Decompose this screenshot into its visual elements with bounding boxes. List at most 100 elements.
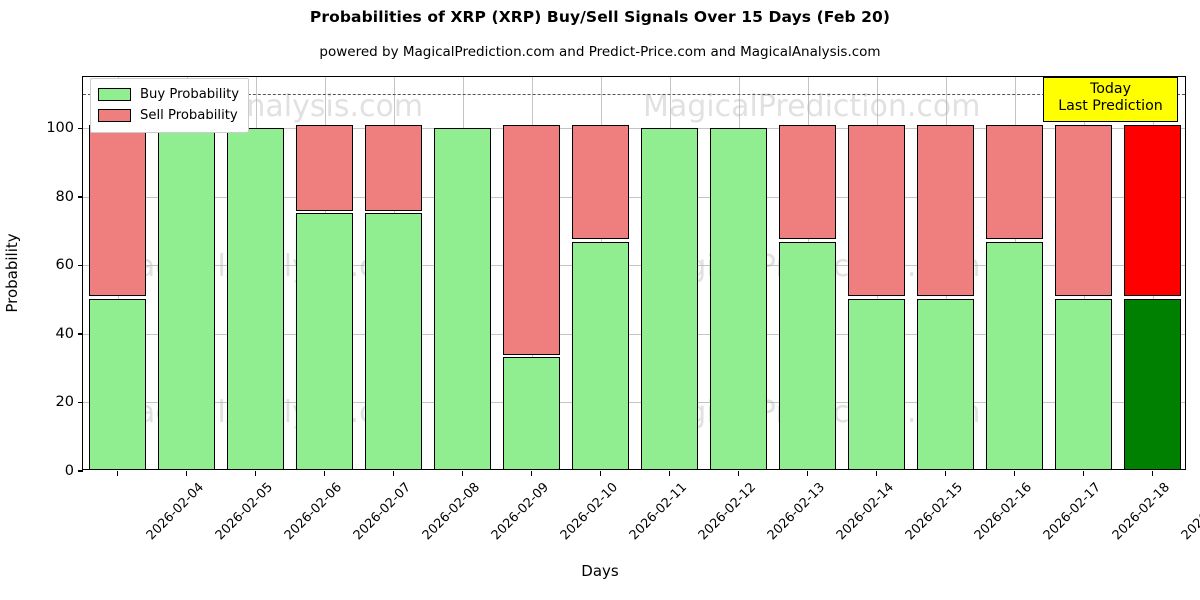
bar-segment-buy bbox=[364, 213, 423, 469]
y-axis-tick-mark bbox=[78, 470, 83, 472]
plot-area: MagicalAnalysis.com MagicalPrediction.com… bbox=[46, 76, 1200, 543]
bar[interactable] bbox=[916, 125, 975, 469]
gridline-horizontal bbox=[83, 402, 1185, 404]
chart-legend: Buy Probability Sell Probability bbox=[90, 78, 250, 133]
x-axis-tick-mark bbox=[1082, 471, 1085, 476]
bar-segment-buy bbox=[847, 299, 906, 469]
x-axis-tick-label: 2026-02-06 bbox=[281, 480, 345, 544]
x-axis-tick-mark bbox=[185, 471, 188, 476]
y-axis-tick-label: 80 bbox=[55, 188, 74, 205]
x-axis-tick-label: 2026-02-13 bbox=[764, 480, 828, 544]
x-axis-tick-label: 2026-02-12 bbox=[695, 480, 759, 544]
y-axis-tick-mark bbox=[78, 401, 83, 404]
x-axis-tick-label: 2026-02-16 bbox=[971, 480, 1035, 544]
bar[interactable] bbox=[502, 125, 561, 469]
legend-item-buy: Buy Probability bbox=[98, 84, 239, 105]
gridline-horizontal bbox=[83, 333, 1185, 335]
x-axis-tick-mark bbox=[461, 471, 464, 476]
gridline-horizontal bbox=[83, 196, 1185, 198]
bar-segment-buy bbox=[433, 127, 492, 469]
x-axis-tick-mark bbox=[116, 471, 119, 476]
y-axis-tick-mark bbox=[78, 196, 83, 198]
bar-segment-sell bbox=[88, 125, 147, 297]
x-axis-tick-label: 2026-02-08 bbox=[419, 480, 483, 544]
x-axis-tick-mark bbox=[944, 471, 947, 476]
chart-subtitle: powered by MagicalPrediction.com and Pre… bbox=[319, 44, 881, 60]
x-axis-tick-mark bbox=[254, 471, 257, 476]
x-axis-tick-label: 2026-02-10 bbox=[557, 480, 621, 544]
bar[interactable] bbox=[364, 125, 423, 469]
y-axis-tick-mark bbox=[78, 333, 83, 335]
x-axis-tick-label: 2026-02-05 bbox=[212, 480, 276, 544]
x-axis-tick-mark bbox=[599, 471, 602, 476]
bar-segment-buy bbox=[226, 127, 285, 469]
x-axis-tick-mark bbox=[1013, 471, 1016, 476]
bar-segment-buy bbox=[502, 357, 561, 469]
bar-segment-sell bbox=[364, 125, 423, 211]
chart-title: Probabilities of XRP (XRP) Buy/Sell Sign… bbox=[309, 8, 891, 26]
x-axis-tick-label: 2026-02-07 bbox=[350, 480, 414, 544]
bar-segment-sell bbox=[295, 125, 354, 211]
gridline-horizontal bbox=[83, 128, 1185, 130]
bar[interactable] bbox=[88, 125, 147, 469]
x-axis-tick-label: 2026-02-11 bbox=[626, 480, 690, 544]
bar-segment-sell bbox=[502, 125, 561, 355]
x-axis-tick-label: 2026-02-15 bbox=[902, 480, 966, 544]
bar[interactable] bbox=[571, 125, 630, 469]
today-annotation: Today Last Prediction bbox=[1043, 77, 1178, 122]
bar-segment-buy bbox=[1123, 299, 1182, 469]
bar-segment-sell bbox=[1054, 125, 1113, 297]
gridline-horizontal bbox=[83, 265, 1185, 267]
bar-segment-sell bbox=[985, 125, 1044, 240]
bar-segment-buy bbox=[916, 299, 975, 469]
bar[interactable] bbox=[1054, 125, 1113, 469]
bar-segment-sell bbox=[916, 125, 975, 297]
bar[interactable] bbox=[847, 125, 906, 469]
x-axis-tick-label: 2026-02-17 bbox=[1040, 480, 1104, 544]
x-axis-tick-label: 2026-02-09 bbox=[488, 480, 552, 544]
x-axis-tick-mark bbox=[668, 471, 671, 476]
bar[interactable] bbox=[157, 126, 216, 469]
bar-segment-buy bbox=[88, 299, 147, 469]
today-annotation-line1: Today bbox=[1089, 81, 1132, 97]
bar-segment-sell bbox=[571, 125, 630, 240]
bar[interactable] bbox=[433, 126, 492, 469]
bar-segment-buy bbox=[985, 241, 1044, 469]
y-axis-tick-mark bbox=[78, 264, 83, 267]
bar-segment-sell bbox=[847, 125, 906, 297]
bar-segment-buy bbox=[778, 241, 837, 469]
bar[interactable] bbox=[640, 126, 699, 469]
bar-today[interactable] bbox=[1123, 125, 1182, 469]
x-axis-tick-label: 2026-02-14 bbox=[833, 480, 897, 544]
bar-segment-buy bbox=[709, 127, 768, 469]
bar[interactable] bbox=[778, 125, 837, 469]
today-annotation-line2: Last Prediction bbox=[1058, 98, 1163, 115]
legend-label-buy: Buy Probability bbox=[140, 87, 240, 102]
bar-segment-buy bbox=[157, 127, 216, 469]
bar-segment-buy bbox=[571, 241, 630, 469]
legend-swatch-buy bbox=[98, 88, 131, 101]
bar[interactable] bbox=[985, 125, 1044, 469]
bar-segment-sell bbox=[778, 125, 837, 240]
x-axis-label: Days bbox=[581, 562, 619, 580]
y-axis-tick-label: 60 bbox=[55, 257, 74, 274]
bar-segment-buy bbox=[640, 127, 699, 469]
x-axis-tick-mark bbox=[530, 471, 533, 476]
x-axis-tick-mark bbox=[323, 471, 326, 476]
x-axis-tick-mark bbox=[737, 471, 740, 476]
x-axis-tick-label: 2026-02-19 bbox=[1178, 480, 1200, 544]
bar-segment-sell bbox=[1123, 125, 1182, 297]
x-axis-tick-mark bbox=[875, 471, 878, 476]
bar[interactable] bbox=[226, 126, 285, 469]
bar[interactable] bbox=[295, 125, 354, 469]
legend-item-sell: Sell Probability bbox=[98, 105, 239, 126]
y-axis-tick-label: 20 bbox=[55, 394, 74, 411]
reference-dashed-line bbox=[83, 94, 1185, 96]
plot-inner: MagicalAnalysis.com MagicalPrediction.com… bbox=[83, 77, 1185, 469]
x-axis-tick-mark bbox=[392, 471, 395, 476]
bar-segment-buy bbox=[1054, 299, 1113, 469]
bar[interactable] bbox=[709, 126, 768, 469]
y-axis-tick-label: 40 bbox=[55, 325, 74, 342]
x-axis-tick-label: 2026-02-18 bbox=[1109, 480, 1173, 544]
